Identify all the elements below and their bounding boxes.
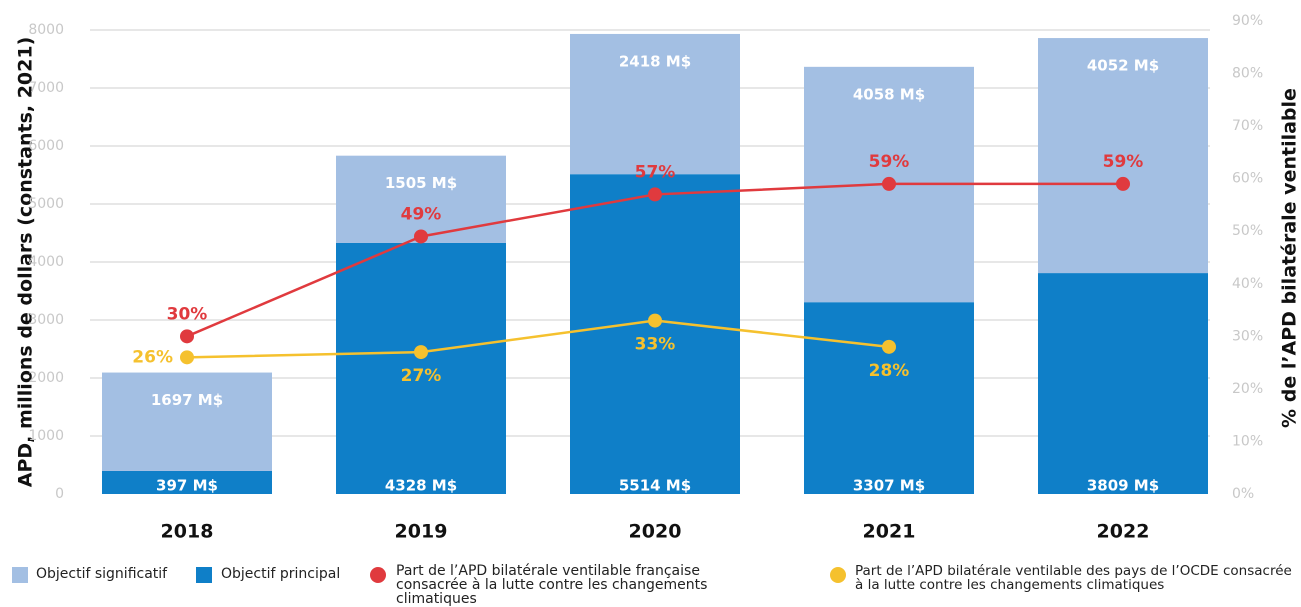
legend-label: Objectif principal — [221, 566, 341, 582]
point — [1116, 176, 1130, 191]
bar-label: 397 M$ — [156, 477, 218, 495]
legend-swatch — [12, 567, 28, 583]
bar — [336, 155, 506, 243]
point-label: 59% — [1103, 152, 1144, 172]
y-tick-label: 7000 — [28, 80, 64, 96]
point — [648, 187, 662, 202]
bar — [570, 33, 740, 175]
y2-tick-label: 80% — [1232, 66, 1263, 82]
y-tick-label: 3000 — [28, 312, 64, 328]
x-tick-label: 2018 — [161, 521, 214, 543]
point-label: 30% — [167, 304, 208, 324]
y-tick-label: 1000 — [28, 428, 64, 444]
point-label: 26% — [132, 347, 173, 367]
bar — [102, 372, 272, 471]
y2-tick-label: 50% — [1232, 223, 1263, 239]
bar-label: 4328 M$ — [385, 477, 457, 495]
bar — [1038, 38, 1208, 274]
y-tick-label: 0 — [55, 486, 64, 502]
bar-label: 1505 M$ — [385, 174, 457, 192]
legend-swatch — [196, 567, 212, 583]
point-label: 28% — [869, 361, 910, 381]
point — [414, 345, 428, 360]
legend-marker — [370, 567, 386, 583]
y2-axis-label: % de l’APD bilatérale ventilable — [1279, 88, 1301, 428]
point-label: 59% — [869, 152, 910, 172]
legend-marker — [830, 567, 846, 583]
bar-label: 3307 M$ — [853, 477, 925, 495]
y-tick-label: 8000 — [28, 22, 64, 38]
y2-tick-label: 70% — [1232, 118, 1263, 134]
point — [882, 339, 896, 354]
x-tick-label: 2019 — [395, 521, 448, 543]
point-label: 49% — [401, 204, 442, 224]
y-axis-label: APD, millions de dollars (constants, 202… — [15, 37, 37, 488]
point — [180, 350, 194, 365]
bar — [570, 174, 740, 495]
y-tick-label: 4000 — [28, 254, 64, 270]
bar-label: 3809 M$ — [1087, 477, 1159, 495]
legend-label: Part de l’APD bilatérale ventilable fran… — [396, 563, 708, 607]
y2-tick-label: 60% — [1232, 171, 1263, 187]
line — [186, 319, 890, 359]
bar — [336, 242, 506, 494]
point — [882, 176, 896, 191]
bar-label: 4058 M$ — [853, 85, 925, 103]
legend-label: Objectif significatif — [36, 566, 168, 582]
bar — [102, 470, 272, 494]
y-tick-label: 5000 — [28, 196, 64, 212]
y-tick-label: 6000 — [28, 138, 64, 154]
bar-label: 4052 M$ — [1087, 57, 1159, 75]
y2-tick-label: 40% — [1232, 276, 1263, 292]
point — [180, 329, 194, 344]
bar — [1038, 273, 1208, 494]
point — [414, 229, 428, 244]
y2-tick-label: 90% — [1232, 13, 1263, 29]
x-tick-label: 2021 — [863, 521, 916, 543]
y-tick-label: 2000 — [28, 370, 64, 386]
y2-tick-label: 10% — [1232, 433, 1263, 449]
point — [648, 313, 662, 328]
bar — [804, 302, 974, 494]
bar-label: 5514 M$ — [619, 477, 691, 495]
point-label: 33% — [635, 335, 676, 355]
point-label: 57% — [635, 162, 676, 182]
bar-label: 1697 M$ — [151, 391, 223, 409]
chart: APD, millions de dollars (constants, 202… — [15, 13, 1301, 543]
bar-label: 2418 M$ — [619, 52, 691, 70]
y2-tick-label: 20% — [1232, 381, 1263, 397]
legend-label: Part de l’APD bilatérale ventilable des … — [855, 563, 1292, 593]
x-tick-label: 2022 — [1097, 521, 1150, 543]
y2-tick-label: 0% — [1232, 486, 1254, 502]
x-tick-label: 2020 — [629, 521, 682, 543]
point-label: 27% — [401, 366, 442, 386]
y2-tick-label: 30% — [1232, 328, 1263, 344]
